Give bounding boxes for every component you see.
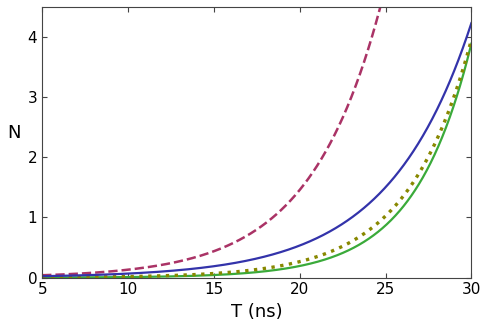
Y-axis label: N: N: [7, 124, 20, 142]
X-axis label: T (ns): T (ns): [231, 303, 283, 321]
